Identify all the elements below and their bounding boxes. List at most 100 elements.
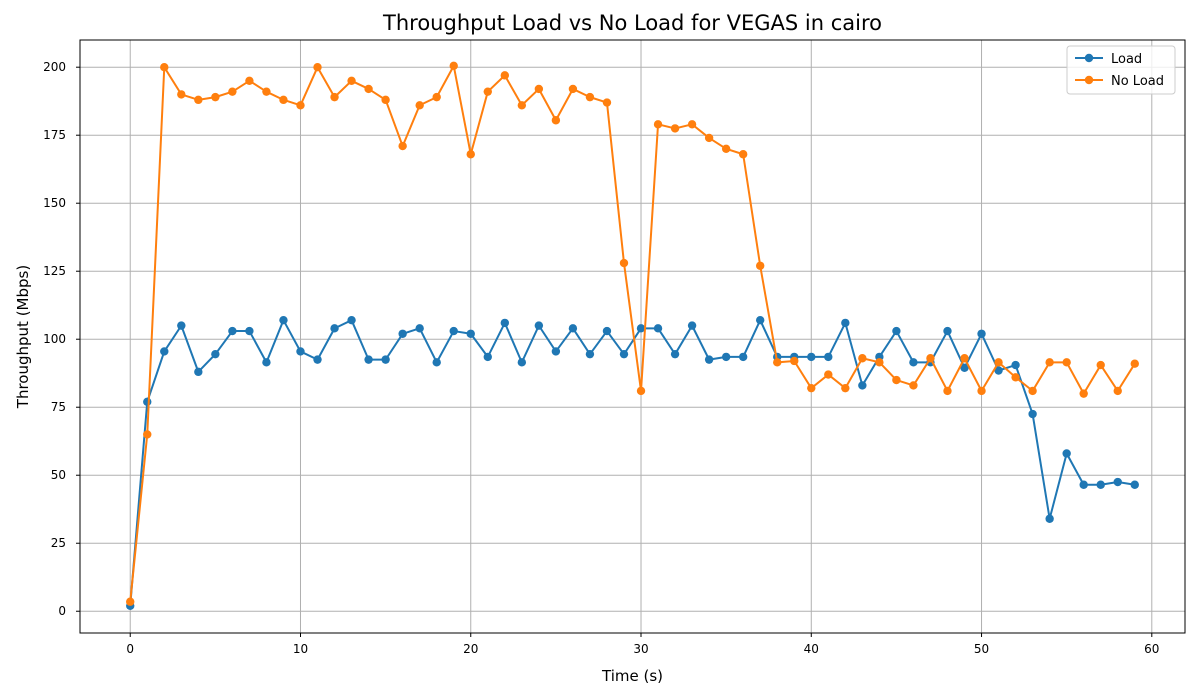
data-point: [909, 381, 918, 390]
data-point: [534, 84, 544, 94]
data-point: [636, 324, 646, 333]
data-point: [943, 386, 952, 396]
data-point: [755, 261, 765, 270]
data-point: [909, 358, 918, 367]
data-point: [892, 326, 901, 336]
data-point: [177, 321, 186, 330]
data-point: [807, 383, 816, 393]
data-point: [636, 386, 646, 396]
data-point: [875, 358, 884, 367]
legend-marker: [1084, 75, 1094, 85]
data-point: [1045, 358, 1054, 367]
data-point: [398, 329, 407, 338]
data-point: [143, 430, 152, 439]
data-point: [738, 352, 748, 362]
data-point: [721, 352, 731, 362]
data-point: [858, 354, 867, 363]
data-point: [1113, 386, 1122, 396]
data-point: [211, 92, 220, 102]
data-point: [364, 355, 373, 364]
y-tick-label: 200: [43, 60, 66, 74]
data-point: [1062, 449, 1071, 458]
data-point: [381, 95, 390, 105]
data-point: [449, 326, 458, 336]
data-point: [1113, 477, 1122, 487]
y-tick-label: 175: [43, 128, 66, 142]
data-point: [296, 101, 305, 110]
data-point: [415, 101, 424, 110]
data-point: [551, 347, 561, 356]
data-point: [960, 363, 969, 372]
data-point: [568, 324, 578, 333]
data-point: [619, 258, 629, 268]
data-point: [279, 95, 288, 105]
data-point: [330, 324, 339, 333]
data-point: [228, 87, 237, 96]
data-point: [432, 92, 441, 102]
data-point: [841, 318, 850, 328]
data-point: [347, 76, 356, 86]
data-point: [313, 63, 322, 72]
data-point: [977, 329, 986, 338]
data-point: [1096, 480, 1105, 489]
data-point: [824, 352, 833, 362]
data-point: [534, 321, 544, 330]
data-point: [943, 326, 952, 336]
data-point: [653, 120, 663, 129]
y-tick-label: 150: [43, 196, 66, 210]
x-tick-label: 40: [804, 642, 819, 656]
data-point: [602, 326, 612, 336]
data-point: [1079, 389, 1088, 398]
y-tick-label: 125: [43, 264, 66, 278]
data-point: [1011, 360, 1020, 370]
data-point: [841, 383, 850, 393]
x-tick-label: 0: [126, 642, 134, 656]
series-no-load: [126, 61, 1139, 606]
y-axis-label: Throughput (Mbps): [14, 265, 32, 409]
data-point: [721, 144, 731, 154]
y-tick-label: 50: [51, 468, 66, 482]
data-point: [500, 318, 510, 328]
data-point: [824, 370, 833, 379]
data-point: [1045, 514, 1054, 523]
data-point: [1079, 480, 1088, 489]
series-layer: [126, 61, 1139, 610]
data-point: [296, 347, 305, 356]
data-point: [449, 61, 458, 71]
data-point: [500, 71, 510, 80]
data-point: [994, 366, 1003, 375]
data-point: [704, 133, 714, 143]
data-point: [1028, 409, 1037, 419]
data-point: [211, 349, 220, 359]
data-point: [670, 124, 680, 133]
data-point: [568, 84, 578, 94]
data-point: [347, 315, 356, 325]
data-point: [228, 326, 237, 336]
plot-frame: [79, 39, 1186, 634]
data-point: [245, 326, 254, 336]
data-point: [483, 352, 492, 362]
data-point: [790, 356, 799, 366]
data-point: [858, 381, 867, 390]
legend-marker: [1084, 53, 1094, 63]
data-point: [126, 597, 135, 606]
x-tick-label: 10: [293, 642, 308, 656]
data-point: [1130, 359, 1139, 368]
data-point: [177, 90, 186, 99]
data-point: [364, 84, 373, 94]
data-point: [653, 324, 663, 333]
legend-label: Load: [1111, 52, 1142, 67]
data-point: [313, 355, 322, 364]
data-point: [670, 349, 680, 359]
data-point: [194, 95, 203, 105]
data-point: [687, 321, 697, 330]
y-tick-label: 25: [51, 536, 66, 550]
data-point: [551, 116, 561, 125]
data-point: [704, 355, 714, 364]
data-point: [279, 315, 288, 325]
data-point: [432, 358, 441, 367]
data-point: [160, 63, 169, 72]
data-point: [892, 375, 901, 385]
x-tick-label: 50: [974, 642, 989, 656]
data-point: [755, 315, 765, 325]
